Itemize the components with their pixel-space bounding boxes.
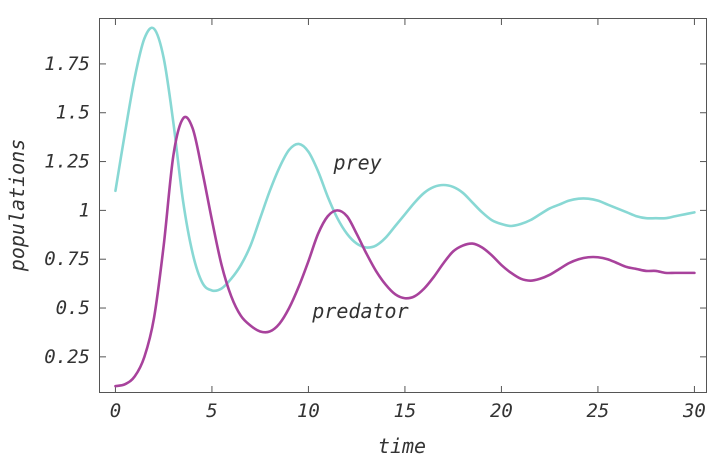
x-tick-label: 0: [110, 400, 121, 422]
predator-series-line: [114, 115, 696, 388]
prey-series-line: [114, 26, 696, 293]
annotation-predator: predator: [311, 299, 408, 323]
series-layer: [114, 26, 696, 388]
annotation-layer: prey predator: [311, 150, 408, 322]
x-tick-label: 25: [586, 400, 609, 422]
y-tick-label: 1.25: [44, 151, 90, 173]
x-tick-label: 20: [490, 400, 513, 422]
x-tick-label: 15: [393, 400, 416, 422]
y-tick-label: 0.5: [56, 297, 90, 319]
y-tick-label: 1: [79, 199, 90, 221]
x-axis-label: time: [378, 434, 426, 458]
y-tick-label: 0.25: [44, 346, 90, 368]
annotation-prey: prey: [333, 150, 382, 174]
x-tick-label: 10: [297, 400, 320, 422]
x-tick-label: 30: [682, 400, 706, 422]
y-tick-label: 1.5: [56, 102, 90, 124]
y-axis-label: populations: [5, 139, 29, 272]
x-axis: 0 5 10 15 20 25 30: [110, 19, 706, 422]
y-tick-label: 1.75: [44, 53, 90, 75]
plot-frame: [99, 18, 707, 393]
y-axis: 0.25 0.5 0.75 1 1.25 1.5 1.75: [44, 53, 706, 368]
x-tick-label: 5: [206, 400, 217, 422]
y-tick-label: 0.75: [44, 248, 90, 270]
